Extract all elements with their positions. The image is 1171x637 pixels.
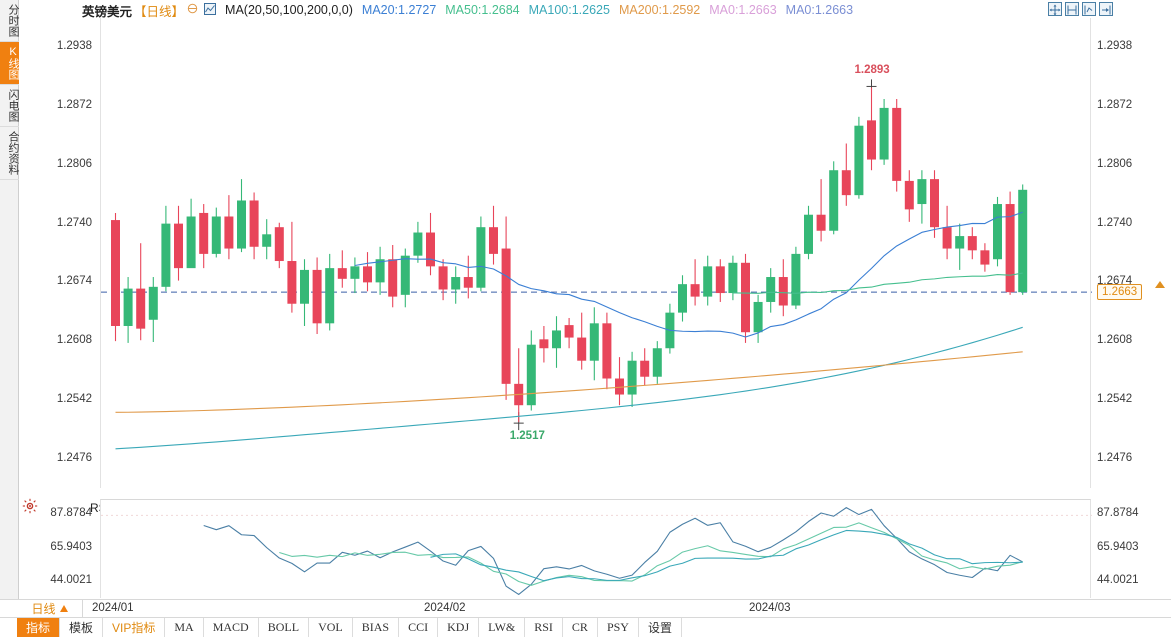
- chart-scale-icon[interactable]: [1065, 2, 1079, 16]
- ma200-value: MA200:1.2592: [618, 3, 701, 17]
- price-tick-right: 1.2608: [1097, 334, 1133, 347]
- candlestick-plot: [101, 79, 1092, 450]
- rsi-chart-panel[interactable]: [100, 499, 1092, 598]
- indicator-button-[interactable]: 模板: [60, 618, 104, 637]
- price-tick-right: 1.2740: [1097, 216, 1133, 229]
- indicator-button-kdj[interactable]: KDJ: [438, 618, 480, 637]
- period-selector-button[interactable]: 日线: [17, 600, 83, 617]
- sidebar-tab-lightning-label: 闪电图: [7, 89, 19, 122]
- price-tick-left: 1.2608: [56, 334, 92, 347]
- price-tick-right: 1.2542: [1097, 392, 1133, 405]
- rsi-tick-right: 65.9403: [1097, 540, 1139, 553]
- date-label-feb: 2024/02: [424, 602, 466, 614]
- chart-header: 英镑美元 【日线】 MA(20,50,100,200,0,0) MA20:1.2…: [82, 1, 853, 19]
- crosshair-move-icon[interactable]: [1048, 2, 1062, 16]
- indicator-button-rsi[interactable]: RSI: [525, 618, 563, 637]
- period-label: 【日线】: [134, 4, 185, 19]
- indicator-button-bias[interactable]: BIAS: [353, 618, 400, 637]
- indicator-chart-icon[interactable]: [204, 2, 217, 18]
- price-tick-right: 1.2938: [1097, 40, 1133, 53]
- indicator-button-vip[interactable]: VIP指标: [103, 618, 166, 637]
- indicator-button-vol[interactable]: VOL: [309, 618, 353, 637]
- price-tick-left: 1.2806: [56, 157, 92, 170]
- indicator-button-cci[interactable]: CCI: [399, 618, 439, 637]
- settings-circle-icon[interactable]: [187, 3, 198, 17]
- date-axis: [0, 599, 1171, 618]
- price-tick-left: 1.2872: [56, 99, 92, 112]
- sidebar-tab-kline[interactable]: K线图: [0, 42, 19, 85]
- indicator-button-psy[interactable]: PSY: [598, 618, 639, 637]
- price-tick-right: 1.2476: [1097, 451, 1133, 464]
- sidebar-tab-contract-label: 合约资料: [7, 131, 19, 175]
- rsi-tick-left: 65.9403: [50, 540, 92, 553]
- indicator-button-macd[interactable]: MACD: [204, 618, 259, 637]
- sidebar-tab-kline-label: K线图: [7, 46, 19, 80]
- indicator-button-cr[interactable]: CR: [563, 618, 598, 637]
- price-tick-left: 1.2542: [56, 392, 92, 405]
- chart-shift-icon[interactable]: [1082, 2, 1096, 16]
- sidebar-tab-timeshare[interactable]: 分时图: [0, 0, 19, 42]
- period-selector-label: 日线: [31, 602, 56, 616]
- sidebar-tab-lightning[interactable]: 闪电图: [0, 85, 19, 127]
- ma0-value-b: MA0:1.2663: [785, 3, 854, 17]
- price-tick-left: 1.2674: [56, 275, 92, 288]
- price-tick-right: 1.2806: [1097, 157, 1133, 170]
- triangle-up-icon: [59, 605, 68, 612]
- chart-expand-icon[interactable]: [1099, 2, 1113, 16]
- chart-tool-buttons: [1048, 2, 1113, 16]
- price-tick-left: 1.2740: [56, 216, 92, 229]
- symbol-name: 英镑美元: [82, 4, 133, 19]
- current-price-arrow: [1155, 281, 1165, 289]
- price-tick-left: 1.2476: [56, 451, 92, 464]
- indicator-button-lw[interactable]: LW&: [479, 618, 526, 637]
- date-label-mar: 2024/03: [749, 602, 791, 614]
- ma20-value: MA20:1.2727: [361, 3, 437, 17]
- indicator-button-ma[interactable]: MA: [165, 618, 204, 637]
- indicator-button-[interactable]: 设置: [639, 618, 682, 637]
- low-price-annotation: 1.2517: [509, 430, 545, 443]
- ma100-value: MA100:1.2625: [528, 3, 610, 17]
- brightness-icon[interactable]: [22, 498, 38, 514]
- indicator-button-[interactable]: 指标: [17, 618, 61, 637]
- sidebar-tab-timeshare-label: 分时图: [7, 4, 19, 37]
- ma0-value-a: MA0:1.2663: [709, 3, 777, 17]
- date-label-jan: 2024/01: [92, 602, 134, 614]
- ma-indicator-label: MA(20,50,100,200,0,0): [225, 3, 353, 17]
- ma50-value: MA50:1.2684: [445, 3, 520, 17]
- rsi-tick-left: 44.0021: [50, 574, 92, 587]
- indicator-button-boll[interactable]: BOLL: [259, 618, 310, 637]
- price-tick-left: 1.2938: [56, 40, 92, 53]
- current-price-tag[interactable]: 1.2663: [1097, 284, 1143, 301]
- high-price-annotation: 1.2893: [854, 64, 890, 77]
- price-tick-right: 1.2872: [1097, 99, 1133, 112]
- rsi-tick-right: 87.8784: [1097, 507, 1139, 520]
- rsi-tick-left: 87.8784: [50, 507, 92, 520]
- sidebar-tab-contract[interactable]: 合约资料: [0, 127, 19, 180]
- rsi-plot: [101, 507, 1092, 595]
- indicator-toolbar: 指标 模板 VIP指标 MA MACD BOLL VOL BIAS CCI KDJ LW& RSI CR…: [0, 618, 1171, 637]
- price-chart-panel[interactable]: [100, 18, 1092, 488]
- left-sidebar: 分时图 K线图 闪电图 合约资料: [0, 0, 19, 600]
- rsi-tick-right: 44.0021: [1097, 574, 1139, 587]
